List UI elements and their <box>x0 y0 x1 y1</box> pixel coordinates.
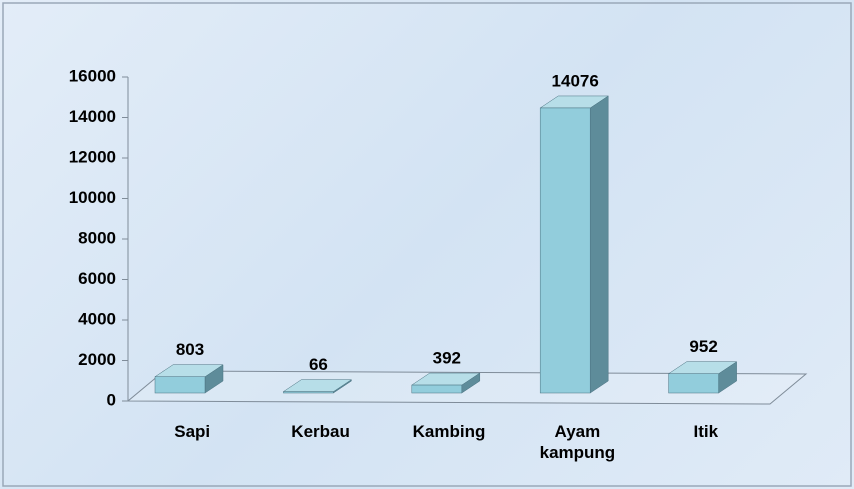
data-label: 392 <box>433 349 461 368</box>
bar-side <box>589 95 609 394</box>
x-tick-label: Itik <box>693 422 719 441</box>
bar <box>154 376 206 394</box>
y-tick-label: 16000 <box>69 66 116 85</box>
y-tick-label: 0 <box>107 390 116 409</box>
y-tick-label: 8000 <box>78 228 116 247</box>
bar <box>411 384 463 394</box>
y-tick-label: 6000 <box>78 269 116 288</box>
data-label: 66 <box>309 355 328 374</box>
bar <box>539 107 591 394</box>
y-tick-label: 10000 <box>69 188 116 207</box>
data-label: 952 <box>689 337 717 356</box>
bar <box>668 373 719 394</box>
bar <box>283 391 334 394</box>
y-tick-label: 4000 <box>78 309 116 328</box>
x-tick-label: Kambing <box>412 422 486 441</box>
y-tick-label: 12000 <box>69 147 116 166</box>
data-label: 803 <box>176 340 204 359</box>
y-tick-label: 2000 <box>78 350 116 369</box>
x-tick-label: Ayam kampung <box>539 422 616 462</box>
y-tick-label: 14000 <box>69 107 116 126</box>
x-tick-label: Sapi <box>174 422 211 441</box>
x-tick-label: Kerbau <box>291 422 350 441</box>
data-label: 14076 <box>552 71 599 90</box>
